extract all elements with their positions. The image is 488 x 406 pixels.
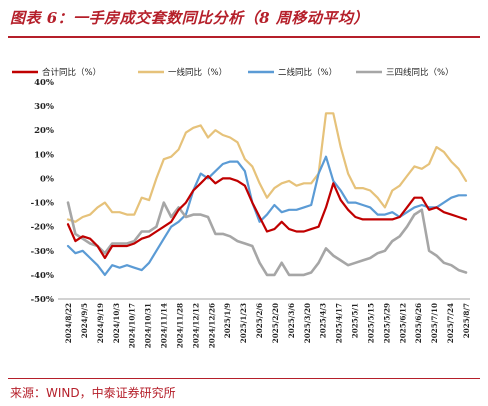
y-tick-label: 10% xyxy=(34,150,54,160)
x-tick-label: 2024/9/5 xyxy=(80,303,89,338)
x-tick-label: 2024/11/14 xyxy=(160,303,169,348)
x-tick-label: 2025/1/9 xyxy=(223,303,232,338)
x-tick-label: 2025/7/10 xyxy=(430,303,439,343)
x-tick-label: 2024/10/17 xyxy=(128,303,137,348)
y-tick-label: 20% xyxy=(34,126,54,136)
legend: 合计同比（%） 一线同比（%） 二线同比（%） 三四线同比（%） xyxy=(12,67,454,78)
legend-label-tier3-4: 三四线同比（%） xyxy=(386,67,454,78)
x-tick-label: 2024/9/19 xyxy=(96,303,105,343)
legend-label-tier2: 二线同比（%） xyxy=(278,67,337,78)
x-tick-label: 2024/11/28 xyxy=(175,303,184,348)
y-tick-label: 40% xyxy=(34,78,54,88)
line-chart: 合计同比（%） 一线同比（%） 二线同比（%） 三四线同比（%） 40% 30% 20% 1… xyxy=(12,67,471,348)
legend-label-total: 合计同比（%） xyxy=(42,67,101,78)
y-tick-label: -50% xyxy=(31,295,54,305)
x-tick-label: 2025/3/20 xyxy=(303,303,312,343)
x-tick-label: 2024/12/12 xyxy=(191,303,200,348)
y-tick-label: 0% xyxy=(40,174,54,184)
x-tick-label: 2025/7/24 xyxy=(446,303,455,343)
x-tick-label: 2024/8/22 xyxy=(64,303,73,343)
x-tick-label: 2025/5/1 xyxy=(351,303,360,338)
series-line-total xyxy=(66,174,468,260)
x-axis: 2024/8/22 2024/9/5 2024/9/19 2024/10/3 2024/… xyxy=(58,298,471,348)
bottom-rule xyxy=(8,378,480,379)
y-tick-label: -30% xyxy=(31,247,54,257)
title-rule xyxy=(8,36,480,38)
y-tick-label: -10% xyxy=(31,199,54,209)
series-line-tier3-4 xyxy=(66,201,468,277)
series-lines xyxy=(66,112,468,277)
x-tick-label: 2025/3/6 xyxy=(287,303,296,338)
x-tick-label: 2025/5/29 xyxy=(382,303,391,343)
y-tick-label: -40% xyxy=(31,271,54,281)
x-tick-label: 2025/5/15 xyxy=(366,303,375,343)
legend-label-tier1: 一线同比（%） xyxy=(168,67,227,78)
x-tick-label: 2025/4/3 xyxy=(319,303,328,338)
figure-title: 图表 6：一手房成交套数同比分析（8 周移动平均） xyxy=(10,9,369,27)
x-tick-label: 2024/12/26 xyxy=(207,303,216,348)
x-tick-label: 2025/6/12 xyxy=(398,303,407,343)
x-tick-label: 2025/2/20 xyxy=(271,303,280,343)
y-tick-label: -20% xyxy=(31,223,54,233)
x-tick-label: 2025/1/23 xyxy=(239,303,248,343)
x-tick-label: 2025/8/7 xyxy=(462,303,471,338)
x-tick-label: 2025/2/6 xyxy=(255,303,264,338)
x-tick-label: 2025/4/17 xyxy=(335,303,344,343)
series-line-tier2 xyxy=(66,155,468,276)
source-note: 来源：WIND，中泰证券研究所 xyxy=(10,386,176,400)
x-tick-label: 2024/10/31 xyxy=(144,303,153,348)
series-line-tier1 xyxy=(66,112,468,223)
y-tick-label: 30% xyxy=(34,102,54,112)
y-axis: 40% 30% 20% 10% 0% -10% -20% -30% -40% -50% xyxy=(31,78,54,305)
x-tick-label: 2025/6/26 xyxy=(414,303,423,343)
x-tick-label: 2024/10/3 xyxy=(112,303,121,343)
